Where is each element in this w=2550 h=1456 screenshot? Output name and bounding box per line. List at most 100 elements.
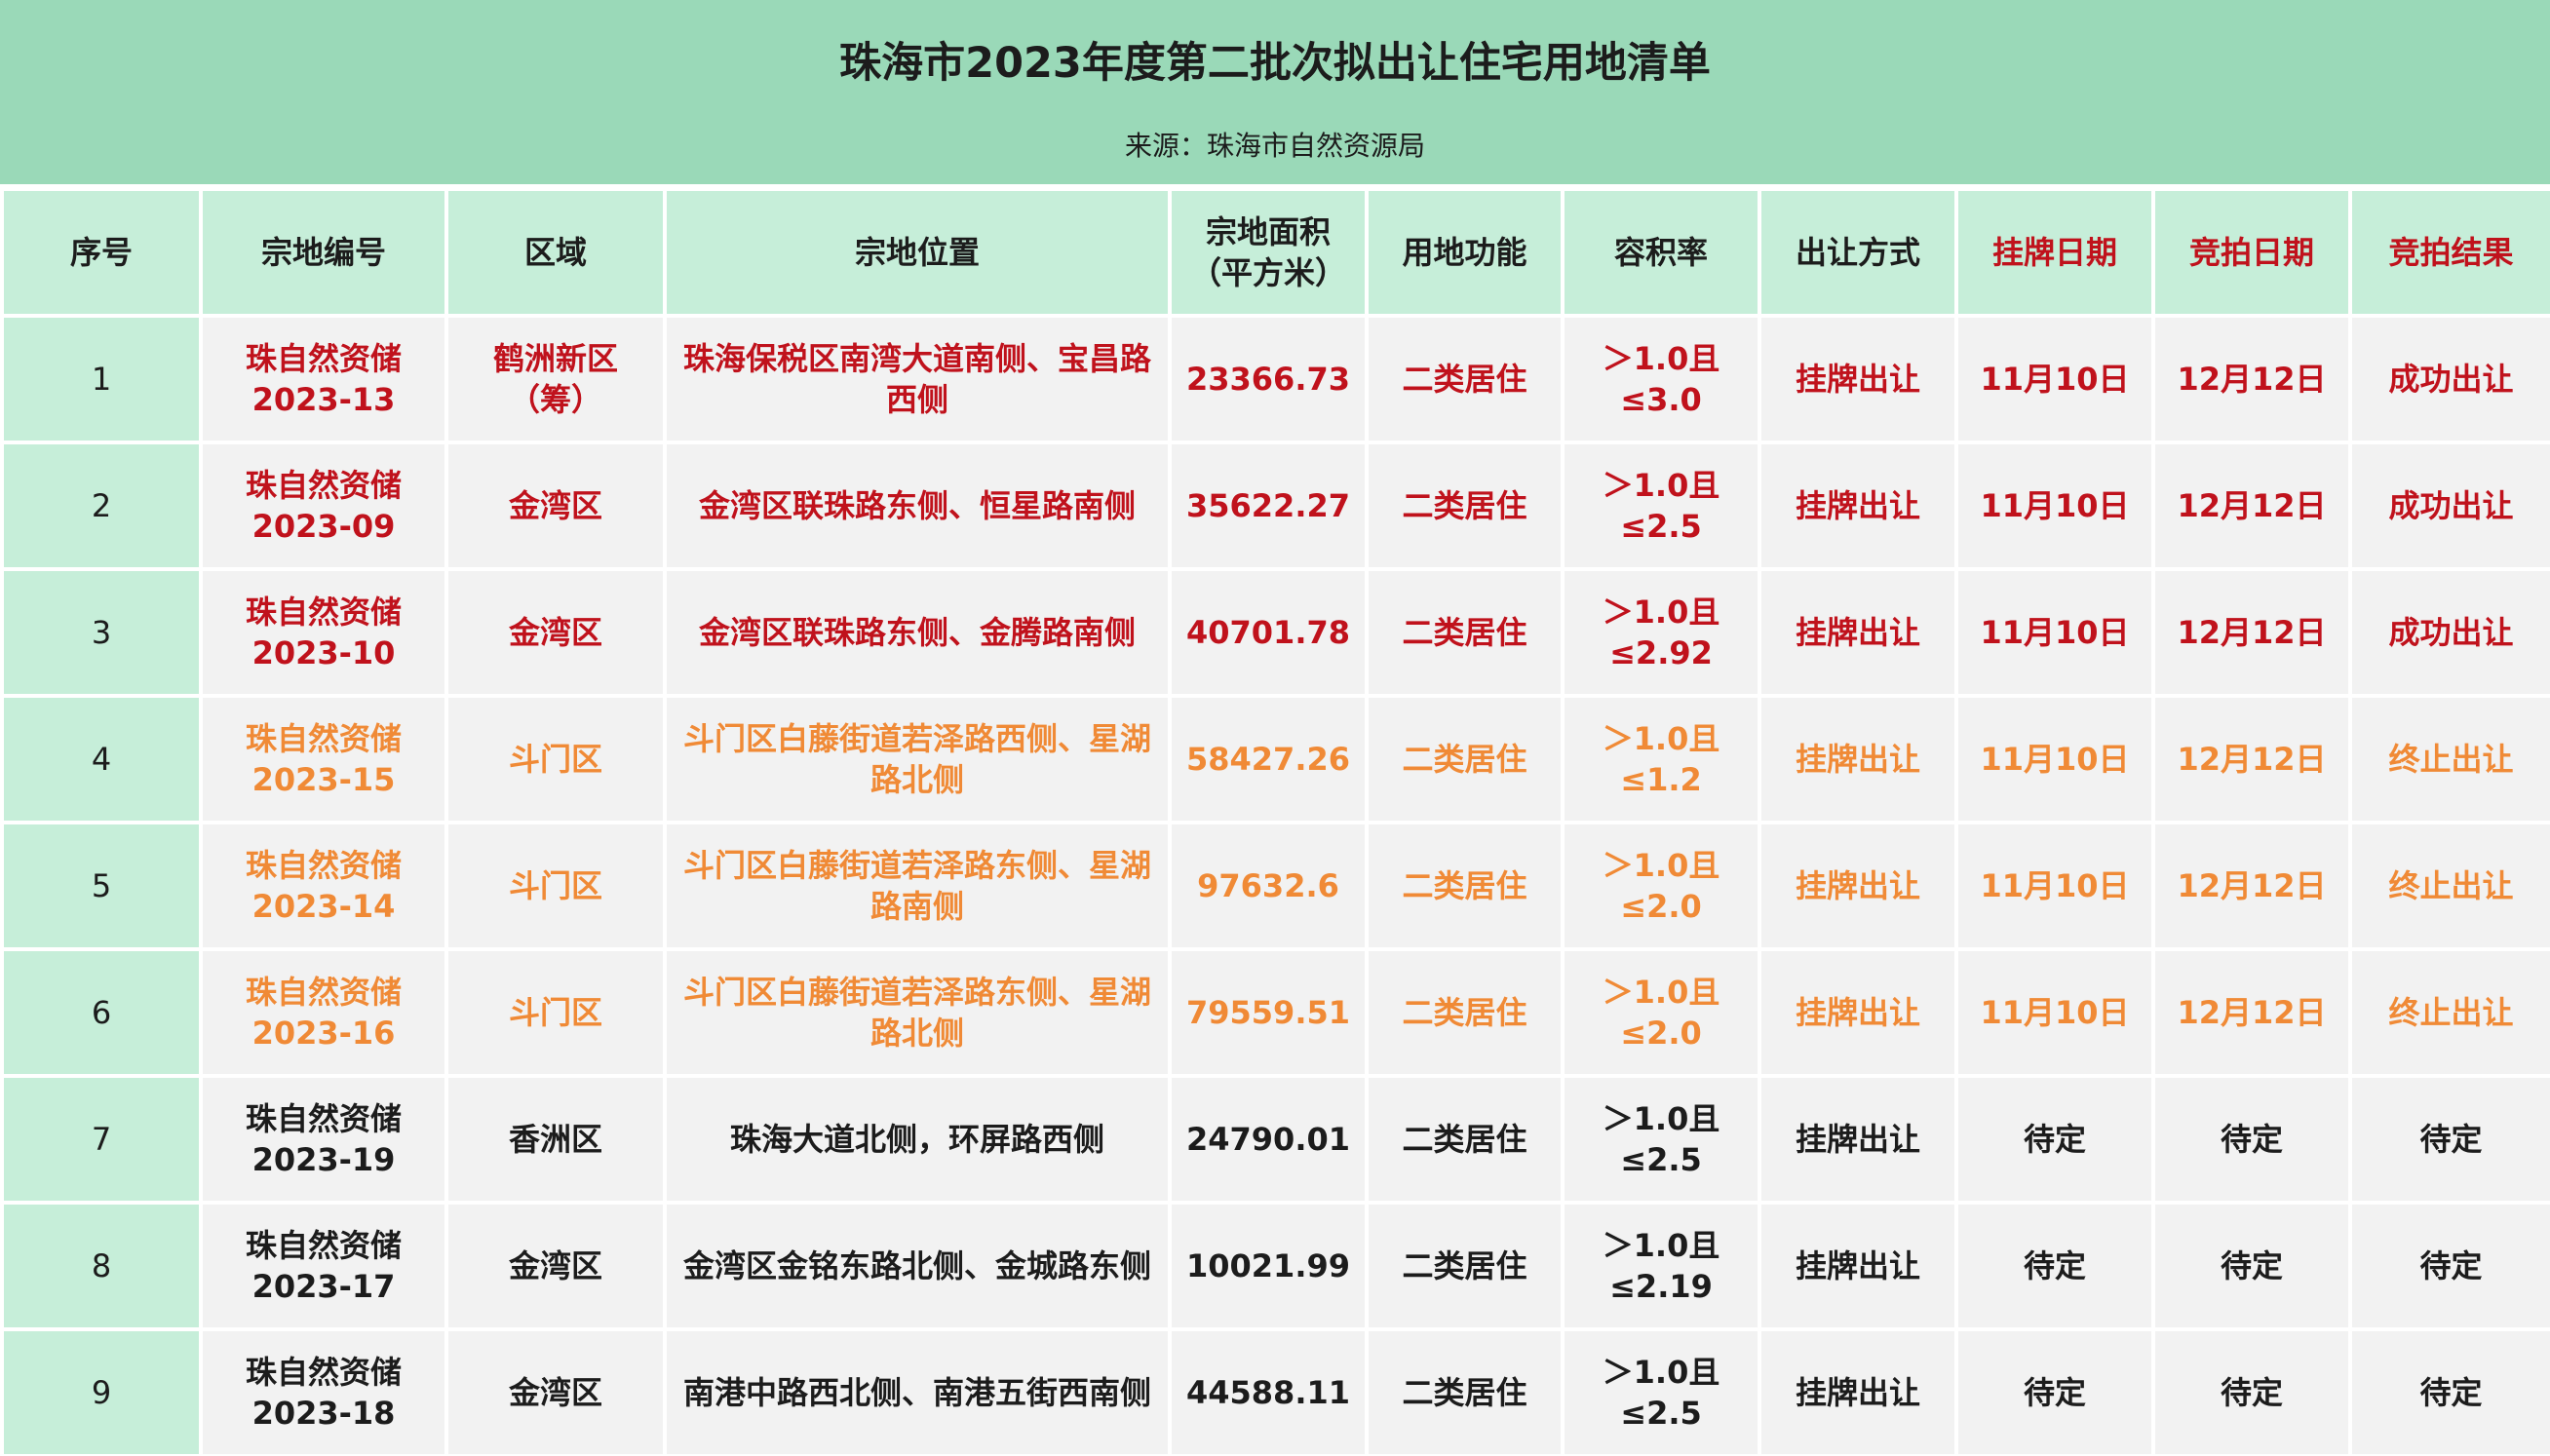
- cell-district: 金湾区: [444, 441, 667, 571]
- cell-parcel-id: 珠自然资储2023-19: [199, 1074, 448, 1205]
- cell-location: 斗门区白藤街道若泽路西侧、星湖路北侧: [663, 694, 1172, 824]
- title-banner: 珠海市2023年度第二批次拟出让住宅用地清单 来源：珠海市自然资源局: [0, 0, 2550, 187]
- cell-method: 挂牌出让: [1758, 567, 1958, 698]
- cell-use: 二类居住: [1365, 694, 1565, 824]
- cell-area: 97632.6: [1168, 821, 1369, 951]
- cell-location: 斗门区白藤街道若泽路东侧、星湖路南侧: [663, 821, 1172, 951]
- cell-auction-date: 12月12日: [2151, 947, 2352, 1078]
- cell-listing-date: 11月10日: [1954, 441, 2155, 571]
- cell-use: 二类居住: [1365, 441, 1565, 571]
- cell-area: 44588.11: [1168, 1327, 1369, 1456]
- col-header-auction-date: 竞拍日期: [2151, 187, 2352, 318]
- cell-use: 二类居住: [1365, 821, 1565, 951]
- cell-seq: 4: [0, 694, 203, 824]
- table-row: 3 珠自然资储2023-10 金湾区 金湾区联珠路东侧、金腾路南侧 40701.78 二类…: [0, 567, 2550, 698]
- cell-seq: 3: [0, 567, 203, 698]
- table-row: 5 珠自然资储2023-14 斗门区 斗门区白藤街道若泽路东侧、星湖路南侧 97632.…: [0, 821, 2550, 951]
- cell-method: 挂牌出让: [1758, 821, 1958, 951]
- cell-far: ＞1.0且≤2.92: [1561, 567, 1761, 698]
- col-header-use: 用地功能: [1365, 187, 1565, 318]
- cell-seq: 7: [0, 1074, 203, 1205]
- cell-use: 二类居住: [1365, 1327, 1565, 1456]
- cell-result: 终止出让: [2348, 694, 2550, 824]
- cell-listing-date: 待定: [1954, 1327, 2155, 1456]
- cell-far: ＞1.0且≤2.0: [1561, 821, 1761, 951]
- cell-method: 挂牌出让: [1758, 314, 1958, 444]
- cell-seq: 8: [0, 1201, 203, 1331]
- col-header-seq: 序号: [0, 187, 203, 318]
- cell-method: 挂牌出让: [1758, 694, 1958, 824]
- cell-method: 挂牌出让: [1758, 1074, 1958, 1205]
- cell-listing-date: 待定: [1954, 1074, 2155, 1205]
- cell-area: 24790.01: [1168, 1074, 1369, 1205]
- cell-use: 二类居住: [1365, 1074, 1565, 1205]
- cell-far: ＞1.0且≤2.5: [1561, 1074, 1761, 1205]
- cell-district: 金湾区: [444, 1327, 667, 1456]
- cell-auction-date: 12月12日: [2151, 441, 2352, 571]
- cell-auction-date: 12月12日: [2151, 567, 2352, 698]
- cell-listing-date: 11月10日: [1954, 947, 2155, 1078]
- cell-auction-date: 12月12日: [2151, 314, 2352, 444]
- cell-area: 23366.73: [1168, 314, 1369, 444]
- cell-auction-date: 待定: [2151, 1327, 2352, 1456]
- cell-area: 79559.51: [1168, 947, 1369, 1078]
- cell-parcel-id: 珠自然资储2023-14: [199, 821, 448, 951]
- page-title: 珠海市2023年度第二批次拟出让住宅用地清单: [839, 39, 1711, 88]
- cell-seq: 1: [0, 314, 203, 444]
- cell-listing-date: 11月10日: [1954, 821, 2155, 951]
- cell-result: 成功出让: [2348, 441, 2550, 571]
- cell-far: ＞1.0且≤2.19: [1561, 1201, 1761, 1331]
- cell-location: 斗门区白藤街道若泽路东侧、星湖路北侧: [663, 947, 1172, 1078]
- cell-listing-date: 11月10日: [1954, 694, 2155, 824]
- cell-auction-date: 待定: [2151, 1201, 2352, 1331]
- cell-use: 二类居住: [1365, 567, 1565, 698]
- cell-seq: 5: [0, 821, 203, 951]
- cell-listing-date: 11月10日: [1954, 314, 2155, 444]
- cell-district: 斗门区: [444, 821, 667, 951]
- col-header-method: 出让方式: [1758, 187, 1958, 318]
- col-header-location: 宗地位置: [663, 187, 1172, 318]
- col-header-result: 竞拍结果: [2348, 187, 2550, 318]
- table-row: 6 珠自然资储2023-16 斗门区 斗门区白藤街道若泽路东侧、星湖路北侧 79559.…: [0, 947, 2550, 1078]
- cell-result: 待定: [2348, 1201, 2550, 1331]
- cell-method: 挂牌出让: [1758, 441, 1958, 571]
- col-header-listing-date: 挂牌日期: [1954, 187, 2155, 318]
- col-header-area: 宗地面积（平方米）: [1168, 187, 1369, 318]
- cell-location: 金湾区联珠路东侧、恒星路南侧: [663, 441, 1172, 571]
- cell-parcel-id: 珠自然资储2023-17: [199, 1201, 448, 1331]
- cell-result: 成功出让: [2348, 567, 2550, 698]
- cell-auction-date: 待定: [2151, 1074, 2352, 1205]
- cell-use: 二类居住: [1365, 947, 1565, 1078]
- cell-parcel-id: 珠自然资储2023-13: [199, 314, 448, 444]
- cell-area: 58427.26: [1168, 694, 1369, 824]
- cell-listing-date: 待定: [1954, 1201, 2155, 1331]
- cell-district: 鹤洲新区（筹）: [444, 314, 667, 444]
- col-header-far: 容积率: [1561, 187, 1761, 318]
- table-body: 1 珠自然资储2023-13 鹤洲新区（筹） 珠海保税区南湾大道南侧、宝昌路西侧 233…: [0, 314, 2550, 1456]
- cell-auction-date: 12月12日: [2151, 694, 2352, 824]
- cell-seq: 9: [0, 1327, 203, 1456]
- cell-area: 40701.78: [1168, 567, 1369, 698]
- cell-result: 待定: [2348, 1327, 2550, 1456]
- cell-method: 挂牌出让: [1758, 947, 1958, 1078]
- source-note: 来源：珠海市自然资源局: [1124, 130, 1425, 162]
- table-row: 4 珠自然资储2023-15 斗门区 斗门区白藤街道若泽路西侧、星湖路北侧 58427.…: [0, 694, 2550, 824]
- cell-district: 斗门区: [444, 947, 667, 1078]
- cell-location: 珠海保税区南湾大道南侧、宝昌路西侧: [663, 314, 1172, 444]
- table-row: 9 珠自然资储2023-18 金湾区 南港中路西北侧、南港五街西南侧 44588.11 二…: [0, 1327, 2550, 1456]
- cell-location: 南港中路西北侧、南港五街西南侧: [663, 1327, 1172, 1456]
- cell-use: 二类居住: [1365, 314, 1565, 444]
- table-row: 8 珠自然资储2023-17 金湾区 金湾区金铭东路北侧、金城路东侧 10021.99 二…: [0, 1201, 2550, 1331]
- cell-far: ＞1.0且≤2.5: [1561, 441, 1761, 571]
- cell-result: 终止出让: [2348, 821, 2550, 951]
- table-header-row: 序号 宗地编号 区域 宗地位置 宗地面积（平方米） 用地功能 容积率 出让方式 …: [0, 187, 2550, 318]
- cell-method: 挂牌出让: [1758, 1327, 1958, 1456]
- cell-area: 10021.99: [1168, 1201, 1369, 1331]
- cell-far: ＞1.0且≤1.2: [1561, 694, 1761, 824]
- cell-far: ＞1.0且≤3.0: [1561, 314, 1761, 444]
- cell-result: 成功出让: [2348, 314, 2550, 444]
- land-table: 序号 宗地编号 区域 宗地位置 宗地面积（平方米） 用地功能 容积率 出让方式 …: [0, 187, 2550, 1456]
- col-header-parcel-id: 宗地编号: [199, 187, 448, 318]
- cell-seq: 2: [0, 441, 203, 571]
